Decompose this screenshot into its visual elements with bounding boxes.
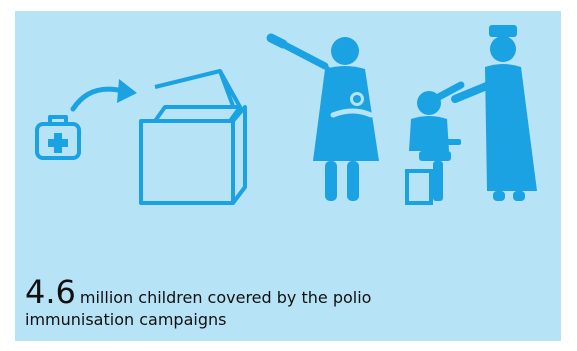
- polio-illustration: [35, 25, 537, 205]
- vaccine-dropper-icon: [266, 33, 333, 72]
- seated-child-icon: [405, 91, 461, 205]
- arrow-icon: [70, 79, 137, 112]
- caption-block: 4.6 million children covered by the polio…: [25, 274, 525, 329]
- medical-kit-icon: [35, 115, 81, 160]
- stat-description-line2: immunisation campaigns: [25, 309, 227, 329]
- nurse-icon: [427, 25, 537, 201]
- open-box-icon: [139, 69, 247, 205]
- infographic-panel: 4.6 million children covered by the polio…: [15, 11, 561, 341]
- caption-line-1: 4.6 million children covered by the polio: [25, 274, 525, 311]
- stat-description-line1: million children covered by the polio: [79, 288, 372, 307]
- stat-value: 4.6: [25, 273, 76, 311]
- mother-with-baby-icon: [313, 37, 379, 201]
